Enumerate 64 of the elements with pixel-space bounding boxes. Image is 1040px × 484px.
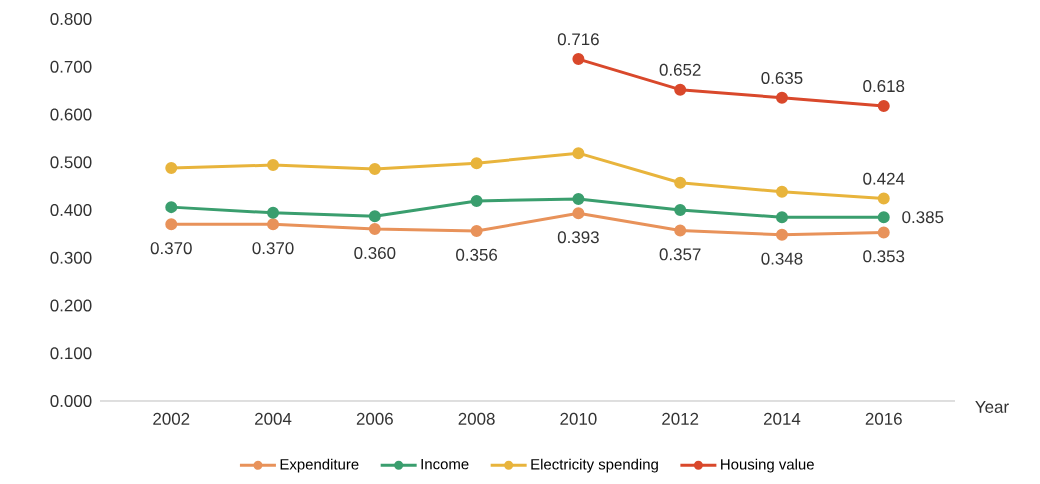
y-tick-label: 0.300	[50, 251, 92, 264]
point	[267, 159, 280, 172]
point	[165, 201, 178, 214]
data-label: 0.360	[354, 246, 396, 259]
data-label: 0.353	[863, 250, 905, 263]
x-axis-title: Year	[975, 401, 1009, 413]
point	[877, 226, 890, 239]
data-label: 0.393	[557, 231, 599, 244]
y-tick-label: 0.600	[50, 108, 92, 121]
point	[368, 162, 381, 175]
point	[775, 228, 788, 241]
point	[572, 193, 585, 206]
point	[572, 147, 585, 160]
data-label: 0.348	[761, 252, 803, 265]
point	[674, 224, 687, 237]
x-tick-label: 2006	[356, 412, 393, 425]
y-tick-label: 0.100	[50, 347, 92, 360]
x-tick-label: 2004	[255, 412, 292, 425]
point	[877, 211, 890, 224]
data-label: 0.652	[659, 63, 701, 76]
legend-label: Housing value	[721, 458, 814, 473]
point	[775, 185, 788, 198]
legend-label: Expenditure	[280, 458, 359, 473]
data-label: 0.370	[252, 242, 294, 255]
point	[775, 91, 788, 104]
point	[877, 99, 890, 112]
x-tick-label: 2012	[662, 412, 699, 425]
point	[368, 210, 381, 223]
y-tick-label: 0.200	[50, 299, 92, 312]
point	[470, 157, 483, 170]
point	[674, 203, 687, 216]
y-tick-label: 0.800	[50, 13, 92, 25]
point	[572, 207, 585, 220]
legend-label: Income	[421, 458, 469, 470]
point	[267, 206, 280, 219]
x-tick-label: 2016	[865, 412, 902, 425]
data-label: 0.357	[659, 248, 701, 261]
data-label: 0.618	[863, 80, 905, 93]
point	[877, 192, 890, 205]
x-tick-label: 2014	[763, 412, 801, 425]
y-tick-label: 0.000	[50, 394, 92, 407]
point	[775, 211, 788, 224]
y-tick-label: 0.700	[50, 60, 92, 73]
point	[470, 194, 483, 207]
data-label: 0.716	[557, 33, 599, 46]
legend-label: Electricity spending	[531, 458, 658, 473]
data-label: 0.635	[761, 71, 803, 84]
data-label: 0.356	[456, 248, 498, 261]
y-tick-label: 0.400	[50, 203, 92, 216]
x-tick-label: 2002	[153, 412, 190, 425]
x-tick-label: 2010	[560, 412, 597, 425]
point	[674, 83, 687, 96]
x-tick-label: 2008	[458, 412, 495, 425]
point	[674, 176, 687, 189]
point	[165, 218, 178, 231]
point	[368, 223, 381, 236]
point	[165, 161, 178, 174]
point	[267, 218, 280, 231]
y-tick-label: 0.500	[50, 156, 92, 169]
data-label: 0.370	[150, 242, 192, 255]
data-label: 0.385	[902, 211, 944, 224]
point	[470, 225, 483, 237]
point	[572, 53, 585, 66]
data-label: 0.424	[863, 172, 905, 185]
